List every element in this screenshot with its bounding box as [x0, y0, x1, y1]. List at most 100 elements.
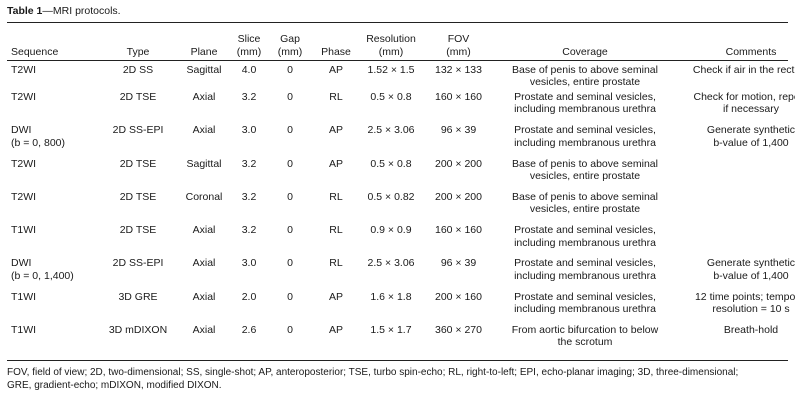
cell-fov: 200 × 160: [434, 290, 482, 303]
column-header-resolution: Resolution (mm): [366, 33, 416, 58]
cell-comments: [674, 191, 795, 224]
mri-protocols-table: Sequence Type Plane Slice (mm) Gap (mm) Phase Re…: [7, 26, 795, 357]
table-row: T2WI 2D TSE Axial 3.2 0 RL 0.5 × 0.8 160 × 160 P…: [7, 91, 795, 124]
cell-plane: Axial: [192, 324, 216, 337]
cell-phase: AP: [328, 157, 343, 170]
cell-type: 3D GRE: [118, 290, 158, 303]
cell-type: 2D TSE: [119, 224, 157, 237]
cell-sequence: DWI (b = 0, 1,400): [11, 257, 74, 282]
cell-plane: Axial: [192, 224, 216, 237]
cell-sequence: T2WI: [11, 91, 37, 103]
cell-comments: [674, 158, 795, 191]
cell-gap: 0: [287, 157, 293, 170]
cell-sequence: T2WI: [11, 157, 37, 170]
cell-slice: 3.0: [241, 124, 257, 137]
cell-slice: 3.2: [241, 157, 257, 170]
cell-comments: Generate synthetic b-value of 1,400: [706, 124, 795, 149]
cell-type: 2D TSE: [119, 190, 157, 203]
cell-fov: 200 × 200: [434, 157, 482, 170]
cell-phase: AP: [328, 64, 343, 76]
cell-gap: 0: [287, 64, 293, 76]
column-header-plane: Plane: [190, 45, 218, 58]
table-caption: Table 1—MRI protocols.: [7, 5, 121, 17]
cell-sequence: T1WI: [11, 290, 37, 303]
cell-resolution: 0.5 × 0.82: [367, 190, 415, 203]
cell-type: 2D SS-EPI: [112, 257, 164, 270]
cell-fov: 96 × 39: [440, 257, 477, 270]
cell-plane: Axial: [192, 257, 216, 270]
cell-fov: 160 × 160: [434, 91, 482, 103]
cell-phase: AP: [328, 124, 343, 137]
cell-fov: 132 × 133: [434, 64, 482, 76]
cell-gap: 0: [287, 290, 293, 303]
cell-plane: Sagittal: [186, 64, 222, 76]
cell-plane: Sagittal: [186, 157, 222, 170]
table-caption-label: Table 1: [7, 5, 43, 17]
cell-plane: Axial: [192, 124, 216, 137]
header-rule: [7, 60, 788, 61]
cell-phase: RL: [329, 224, 343, 237]
table-row: DWI (b = 0, 800) 2D SS-EPI Axial 3.0 0 AP 2.5 ×…: [7, 124, 795, 157]
cell-sequence: T2WI: [11, 190, 37, 203]
table-header-row: Sequence Type Plane Slice (mm) Gap (mm) Phase Re…: [7, 26, 795, 58]
top-rule: [7, 22, 788, 24]
cell-coverage: Base of penis to above seminal vesicles, …: [512, 190, 658, 216]
cell-fov: 200 × 200: [434, 190, 482, 203]
table-body: T2WI 2D SS Sagittal 4.0 0 AP 1.52 × 1.5 132 × 1…: [7, 58, 795, 357]
cell-phase: AP: [328, 324, 343, 337]
cell-gap: 0: [287, 224, 293, 237]
cell-sequence: T1WI: [11, 224, 37, 237]
cell-gap: 0: [287, 257, 293, 270]
cell-plane: Axial: [192, 91, 216, 103]
cell-coverage: Base of penis to above seminal vesicles, …: [512, 157, 658, 182]
cell-resolution: 0.5 × 0.8: [370, 91, 412, 103]
table-row: DWI (b = 0, 1,400) 2D SS-EPI Axial 3.0 0 RL 2.5…: [7, 257, 795, 290]
cell-slice: 2.6: [241, 324, 257, 337]
table-row: T1WI 2D TSE Axial 3.2 0 RL 0.9 × 0.9 160 × 160 P…: [7, 224, 795, 257]
cell-phase: RL: [329, 190, 343, 203]
cell-plane: Axial: [192, 290, 216, 303]
cell-sequence: T1WI: [11, 324, 37, 337]
cell-comments: Generate synthetic b-value of 1,400: [706, 257, 795, 282]
cell-type: 2D TSE: [119, 157, 157, 170]
cell-sequence: DWI (b = 0, 800): [11, 124, 65, 149]
cell-plane: Coronal: [185, 190, 223, 203]
cell-resolution: 1.6 × 1.8: [370, 290, 412, 303]
cell-phase: AP: [328, 290, 343, 303]
cell-comments: Check if air in the rectum: [692, 64, 795, 76]
cell-resolution: 0.9 × 0.9: [370, 224, 412, 237]
cell-comments: Check for motion, repeatif necessary: [693, 91, 795, 116]
table-row: T2WI 2D SS Sagittal 4.0 0 AP 1.52 × 1.5 132 × 1…: [7, 58, 795, 91]
cell-fov: 96 × 39: [440, 124, 477, 137]
cell-comments: [674, 224, 795, 257]
cell-fov: 360 × 270: [434, 324, 482, 337]
column-header-type: Type: [126, 45, 150, 58]
cell-type: 2D SS: [122, 64, 154, 76]
table-footnote: FOV, field of view; 2D, two-dimensional;…: [7, 367, 739, 391]
cell-gap: 0: [287, 190, 293, 203]
cell-resolution: 1.5 × 1.7: [370, 324, 412, 337]
cell-gap: 0: [287, 124, 293, 137]
column-header-sequence: Sequence: [11, 45, 59, 58]
table-caption-text: —MRI protocols.: [42, 5, 121, 17]
cell-resolution: 0.5 × 0.8: [370, 157, 412, 170]
column-header-comments: Comments: [725, 45, 777, 58]
cell-resolution: 2.5 × 3.06: [367, 124, 415, 137]
cell-phase: RL: [329, 91, 343, 103]
cell-phase: RL: [329, 257, 343, 270]
cell-comments: Breath-hold: [723, 324, 779, 337]
column-header-fov: FOV (mm): [446, 33, 471, 58]
cell-slice: 2.0: [241, 290, 257, 303]
cell-gap: 0: [287, 91, 293, 103]
cell-coverage: Prostate and seminal vesicles, including …: [514, 224, 656, 249]
cell-slice: 3.0: [241, 257, 257, 270]
column-header-phase: Phase: [321, 45, 351, 58]
cell-coverage: From aortic bifurcation to below the scro…: [511, 324, 659, 349]
cell-coverage: Prostate and seminal vesicles, including …: [514, 91, 656, 116]
cell-slice: 3.2: [241, 224, 257, 237]
cell-coverage: Base of penis to above seminal vesicles, …: [512, 64, 658, 89]
cell-coverage: Prostate and seminal vesicles, including …: [514, 257, 656, 282]
cell-fov: 160 × 160: [434, 224, 482, 237]
bottom-rule: [7, 360, 788, 362]
